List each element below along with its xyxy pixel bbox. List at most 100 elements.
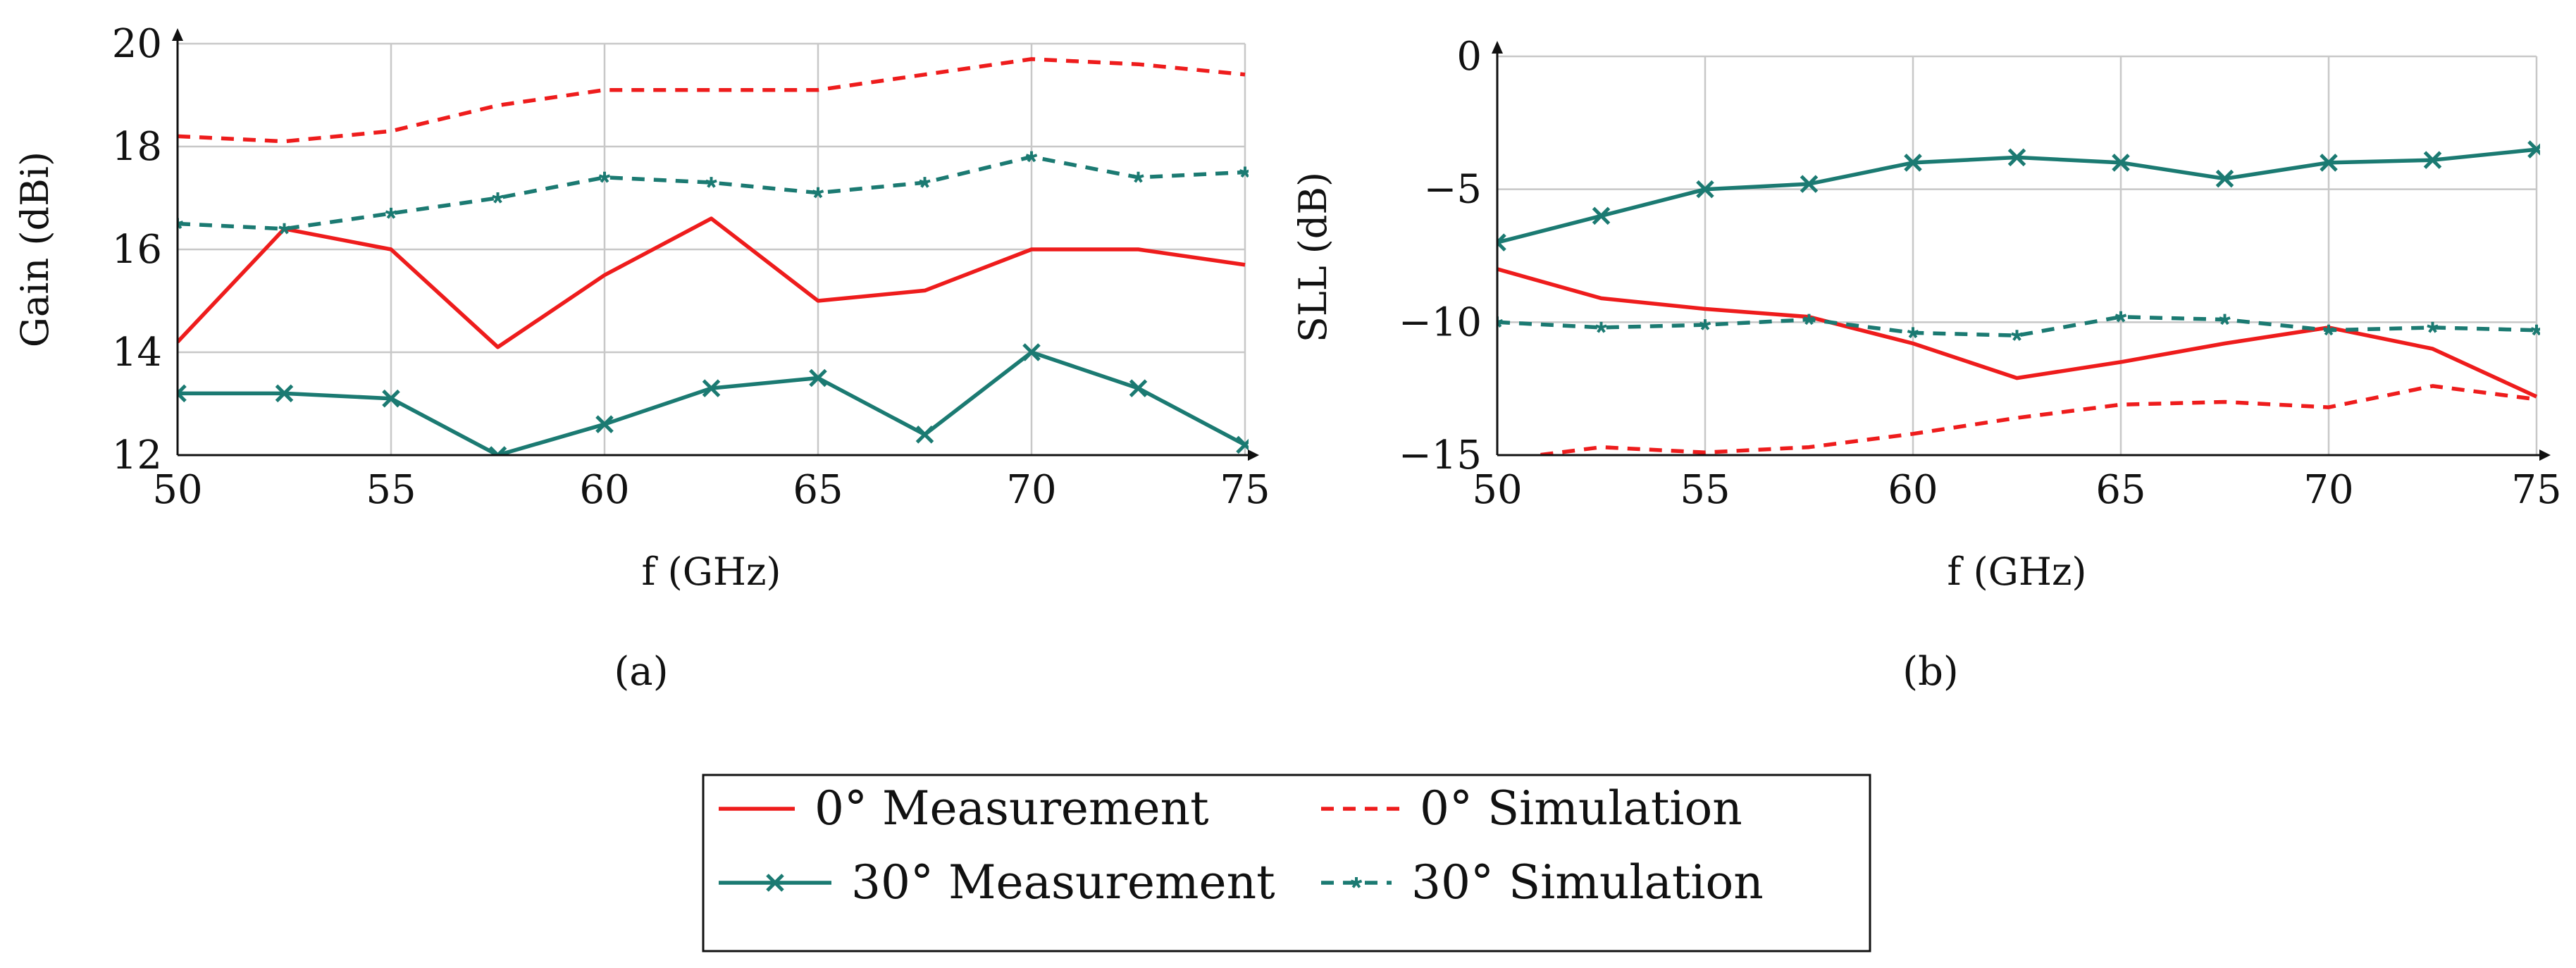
gain-x-axis-arrow: [1248, 449, 1259, 461]
gain-xtick-60: 60: [579, 467, 629, 513]
gain-ytick-20: 20: [112, 21, 162, 67]
sll-series-30deg-measurement-line: [1497, 147, 2537, 244]
gain-series-30deg-measurement: [178, 343, 1249, 455]
sll-series-30deg-measurement-point-6: [2112, 154, 2130, 172]
gain-ytick-14: 14: [112, 330, 162, 376]
sll-plot-area: [1497, 140, 2540, 455]
sll-ytick-m10: −10: [1399, 299, 1482, 345]
legend-item-0deg-measurement: 0° Measurement: [719, 781, 1209, 836]
sll-xtick-50: 50: [1472, 467, 1522, 513]
sll-series-30deg-simulation-point-7: [2219, 314, 2231, 325]
sll-xtick-65: 65: [2095, 467, 2145, 513]
sll-x-axis-arrow: [2539, 449, 2551, 461]
legend: 0° Measurement 0° Simulation 30° Measureme…: [702, 774, 1871, 953]
sll-series-30deg-simulation-point-0: [1497, 316, 1504, 328]
sll-series-30deg-simulation-point-9: [2427, 321, 2439, 333]
gain-series-30deg-measurement-point-0: [178, 384, 187, 403]
gain-series-30deg-simulation-point-8: [1025, 151, 1038, 163]
gain-y-axis-label: Gain (dBi): [13, 151, 57, 347]
gain-series-30deg-simulation-point-10: [1239, 166, 1249, 178]
legend-item-30deg-simulation-label: 30° Simulation: [1411, 855, 1764, 910]
gain-series-30deg-measurement-point-4: [595, 415, 614, 433]
sll-series-0deg-measurement-line: [1497, 267, 2538, 399]
panel-label-a: (a): [614, 649, 668, 695]
sll-series-30deg-simulation-point-5: [2011, 330, 2023, 341]
sll-ytick-m15: −15: [1399, 433, 1482, 478]
sll-series-30deg-simulation-point-10: [2530, 324, 2540, 336]
gain-series-30deg-simulation-point-9: [1132, 171, 1144, 183]
sll-series-0deg-simulation-line: [1523, 384, 2537, 455]
sll-series-30deg-measurement-point-3: [1800, 175, 1819, 193]
sll-series-30deg-measurement-point-7: [2215, 169, 2234, 188]
sll-series-30deg-simulation: [1497, 311, 2540, 341]
sll-xtick-55: 55: [1680, 467, 1730, 513]
sll-xtick-75: 75: [2511, 467, 2561, 513]
sll-ytick-m5: −5: [1423, 167, 1482, 213]
gain-series-30deg-simulation-point-2: [385, 207, 397, 219]
legend-item-30deg-simulation-marker: [1350, 877, 1363, 888]
sll-series-30deg-simulation-point-4: [1907, 327, 1919, 339]
gain-xtick-55: 55: [366, 467, 416, 513]
sll-series-30deg-measurement-point-2: [1696, 180, 1714, 199]
gain-series-0deg-simulation: [178, 57, 1246, 144]
gain-series-30deg-measurement-point-6: [809, 368, 827, 387]
gain-ytick-18: 18: [112, 124, 162, 170]
gain-series-30deg-measurement-point-9: [1129, 379, 1148, 397]
gain-x-axis-label: f (GHz): [642, 550, 781, 594]
sll-series-30deg-measurement-point-9: [2423, 151, 2442, 169]
gain-series-30deg-measurement-point-2: [382, 389, 400, 408]
gain-xtick-70: 70: [1006, 467, 1056, 513]
legend-item-30deg-measurement: 30° Measurement: [719, 855, 1275, 910]
sll-series-30deg-measurement-point-4: [1904, 154, 1922, 172]
gain-series-30deg-measurement-point-8: [1022, 343, 1041, 361]
gain-series-0deg-measurement-line: [178, 216, 1246, 349]
sll-series-0deg-simulation: [1523, 384, 2537, 455]
sll-series-0deg-measurement: [1497, 267, 2538, 399]
gain-xtick-75: 75: [1220, 467, 1270, 513]
sll-series-30deg-measurement-point-5: [2007, 148, 2026, 167]
gain-xtick-65: 65: [793, 467, 843, 513]
gain-ytick-16: 16: [112, 227, 162, 273]
sll-xtick-60: 60: [1888, 467, 1938, 513]
sll-series-30deg-simulation-point-2: [1699, 319, 1711, 330]
sll-series-30deg-measurement: [1497, 140, 2540, 252]
sll-series-30deg-simulation-point-8: [2322, 324, 2335, 336]
gain-series-30deg-simulation-point-1: [278, 223, 290, 235]
sll-y-axis-arrow: [1492, 41, 1503, 54]
gain-series-30deg-simulation-point-0: [178, 218, 184, 230]
sll-series-30deg-simulation-point-1: [1595, 321, 1607, 333]
gain-series-30deg-simulation-point-6: [812, 187, 824, 199]
gain-series-30deg-simulation-point-5: [705, 177, 717, 188]
panel-label-b: (b): [1902, 649, 1959, 695]
gain-series-30deg-simulation: [178, 151, 1249, 235]
sll-x-axis-label: f (GHz): [1948, 550, 2087, 594]
sll-xtick-70: 70: [2303, 467, 2353, 513]
gain-series-30deg-measurement-point-10: [1236, 435, 1249, 454]
gain-ytick-12: 12: [112, 433, 162, 478]
gain-y-axis-arrow: [172, 28, 183, 41]
legend-item-30deg-simulation: 30° Simulation: [1321, 855, 1764, 910]
sll-grid: [1496, 55, 2538, 457]
gain-series-0deg-measurement: [178, 216, 1246, 349]
gain-plot-area: [178, 57, 1249, 455]
gain-chart: 50 55 60 65 70 75 12 14 16 18 20 f (GHz) Gain (dBi): [13, 21, 1270, 594]
gain-series-30deg-measurement-point-7: [915, 426, 934, 444]
legend-item-30deg-measurement-label: 30° Measurement: [851, 855, 1275, 910]
sll-series-30deg-measurement-point-8: [2320, 154, 2338, 172]
legend-item-30deg-measurement-marker: [766, 874, 784, 892]
gain-series-30deg-simulation-point-3: [492, 192, 504, 204]
gain-series-30deg-simulation-point-7: [919, 177, 931, 188]
sll-series-30deg-simulation-point-3: [1803, 314, 1815, 325]
sll-chart: 50 55 60 65 70 75 −15 −10 −5 0 f (GHz) SLL (dB): [1291, 34, 2562, 594]
gain-series-30deg-measurement-point-3: [488, 446, 507, 455]
sll-series-30deg-simulation-point-6: [2114, 311, 2127, 323]
gain-series-30deg-simulation-line: [178, 154, 1246, 231]
gain-series-30deg-measurement-point-5: [702, 379, 721, 397]
sll-series-30deg-measurement-point-10: [2527, 140, 2540, 159]
legend-item-0deg-measurement-label: 0° Measurement: [815, 781, 1209, 836]
gain-series-30deg-measurement-line: [178, 350, 1246, 455]
sll-y-axis-label: SLL (dB): [1291, 172, 1335, 342]
gain-series-30deg-measurement-point-1: [275, 384, 294, 403]
gain-series-30deg-simulation-point-4: [598, 171, 611, 183]
